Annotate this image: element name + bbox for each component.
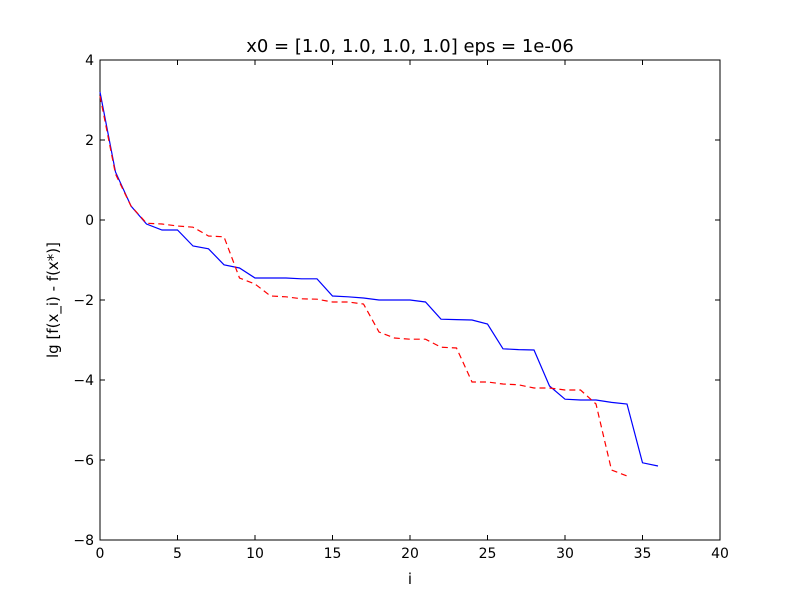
x-tick-label: 30 [556, 546, 574, 562]
x-tick-label: 10 [246, 546, 264, 562]
x-tick-label: 15 [324, 546, 342, 562]
y-axis-label: lg [f(x_i) - f(x*)] [44, 242, 63, 358]
x-tick-label: 20 [401, 546, 419, 562]
series-line-1 [99, 91, 659, 467]
x-axis-label: i [408, 570, 412, 588]
y-tick-label: −2 [73, 293, 94, 309]
x-tick-label: 5 [173, 546, 182, 562]
y-tick-label: 4 [85, 53, 94, 69]
y-tick-label: −8 [73, 533, 94, 549]
x-tick-label: 0 [96, 546, 105, 562]
y-tick-label: −6 [73, 453, 94, 469]
series-line-2 [99, 95, 628, 477]
y-tick-label: 0 [85, 213, 94, 229]
x-tick-label: 35 [634, 546, 652, 562]
data-series [99, 91, 659, 477]
y-tick-label: −4 [73, 373, 94, 389]
x-tick-label: 25 [479, 546, 497, 562]
axis-ticks [99, 59, 721, 541]
chart-title: x0 = [1.0, 1.0, 1.0, 1.0] eps = 1e-06 [246, 36, 574, 57]
x-tick-label: 40 [711, 546, 729, 562]
axis-tick-labels: 0 5 10 15 20 25 30 35 40 −8 −6 −4 −2 0 2 4 [73, 53, 729, 562]
y-tick-label: 2 [85, 133, 94, 149]
